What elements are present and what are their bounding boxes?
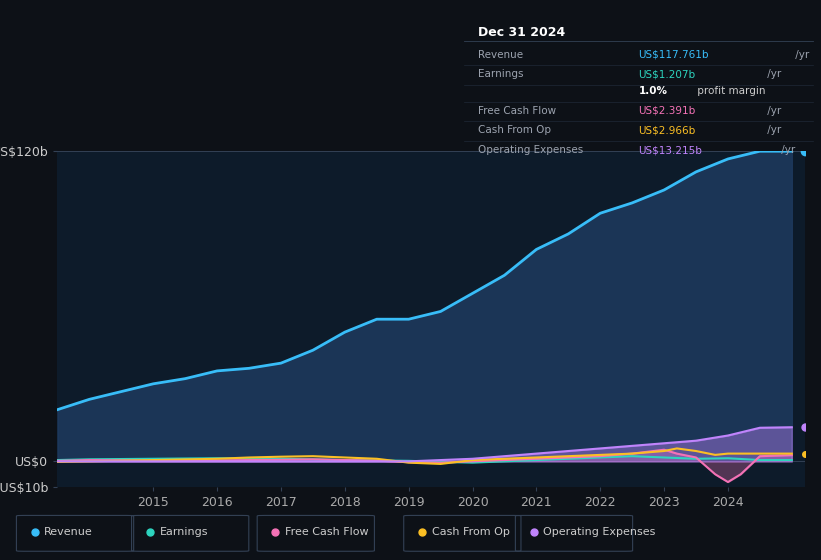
Text: US$1.207b: US$1.207b: [639, 69, 695, 80]
Text: Dec 31 2024: Dec 31 2024: [478, 26, 565, 39]
Text: Revenue: Revenue: [44, 527, 93, 537]
Text: 1.0%: 1.0%: [639, 86, 667, 96]
Text: /yr: /yr: [764, 106, 782, 116]
Text: /yr: /yr: [778, 145, 796, 155]
Text: US$2.966b: US$2.966b: [639, 125, 695, 136]
Text: /yr: /yr: [791, 50, 810, 60]
Text: Cash From Op: Cash From Op: [432, 527, 510, 537]
Text: Free Cash Flow: Free Cash Flow: [285, 527, 369, 537]
Text: Earnings: Earnings: [478, 69, 523, 80]
Text: Earnings: Earnings: [159, 527, 208, 537]
Text: US$2.391b: US$2.391b: [639, 106, 695, 116]
Text: Cash From Op: Cash From Op: [478, 125, 551, 136]
Text: /yr: /yr: [764, 69, 782, 80]
Text: Free Cash Flow: Free Cash Flow: [478, 106, 556, 116]
Text: /yr: /yr: [764, 125, 782, 136]
Text: profit margin: profit margin: [695, 86, 766, 96]
Text: US$13.215b: US$13.215b: [639, 145, 702, 155]
Text: Operating Expenses: Operating Expenses: [478, 145, 583, 155]
Text: US$117.761b: US$117.761b: [639, 50, 709, 60]
Text: Revenue: Revenue: [478, 50, 523, 60]
Text: Operating Expenses: Operating Expenses: [544, 527, 656, 537]
